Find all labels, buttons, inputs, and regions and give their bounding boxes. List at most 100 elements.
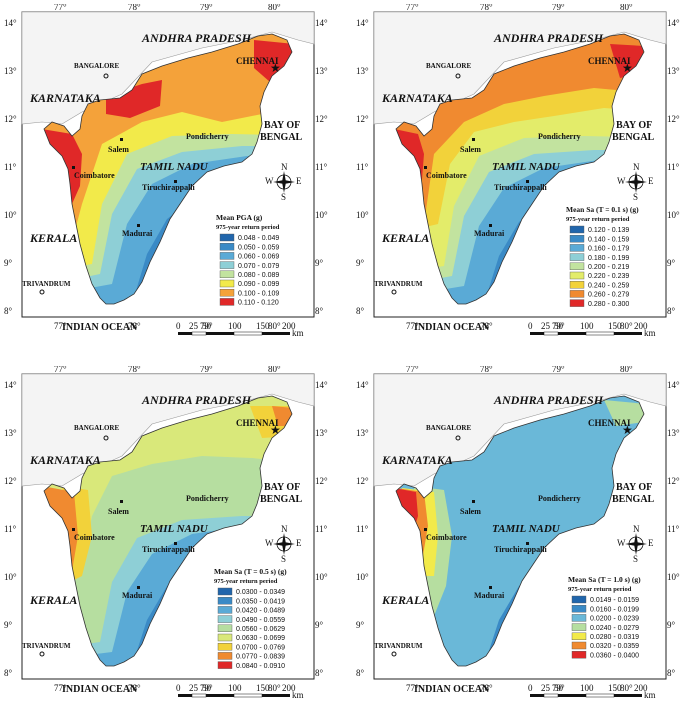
lat-label: 10° <box>667 210 680 220</box>
state-label-tamilnadu: TAMIL NADU <box>140 161 209 173</box>
city-marker <box>103 73 109 79</box>
lat-label: 11° <box>315 524 328 534</box>
legend-label: 0.240 - 0.259 <box>588 282 629 289</box>
legend-swatch <box>569 235 585 243</box>
lon-label: 77° <box>54 683 67 693</box>
lat-label: 13° <box>356 66 369 76</box>
legend-label: 0.0700 - 0.0769 <box>236 644 285 651</box>
neighbour-land <box>21 11 315 125</box>
compass-n: N <box>633 524 640 534</box>
city-salem: Salem <box>460 507 481 516</box>
city-salem: Salem <box>460 145 481 154</box>
lat-label: 12° <box>315 476 328 486</box>
legend-items: 0.0149 - 0.0159 0.0160 - 0.0199 0.0200 - 0… <box>571 595 639 659</box>
legend-swatch <box>571 623 587 631</box>
lat-label: 14° <box>315 18 328 28</box>
city-marker <box>103 435 109 441</box>
legend-label: 0.080 - 0.089 <box>238 272 279 279</box>
lat-label: 8° <box>356 668 365 678</box>
legend-label: 0.060 - 0.069 <box>238 254 279 261</box>
compass-e: E <box>296 176 302 186</box>
lon-label: 78° <box>128 4 141 12</box>
legend-swatch <box>571 614 587 622</box>
scale-bar: 0 25 50 100 150 200 km <box>176 683 304 700</box>
legend-label: 0.0320 - 0.0359 <box>590 643 639 650</box>
lat-label: 10° <box>356 210 369 220</box>
lat-label: 14° <box>4 380 17 390</box>
lat-label: 8° <box>667 306 676 316</box>
legend-swatch <box>569 271 585 280</box>
scale-tick: 100 <box>580 321 594 331</box>
ocean-label: INDIAN OCEAN <box>414 322 490 333</box>
city-chennai: CHENNAI <box>236 56 279 66</box>
city-marker <box>489 224 492 227</box>
neighbour-land <box>373 373 667 487</box>
compass-s: S <box>633 554 638 564</box>
scale-tick: 100 <box>228 321 242 331</box>
legend-swatch <box>569 280 585 289</box>
legend-label: 0.0300 - 0.0349 <box>236 589 285 596</box>
legend-label: 0.0630 - 0.0699 <box>236 635 285 642</box>
city-marker <box>489 586 492 589</box>
city-pondicherry: Pondicherry <box>186 132 229 141</box>
state-label-karnataka: KARNATAKA <box>381 91 453 105</box>
state-label-tamilnadu: TAMIL NADU <box>140 523 209 535</box>
city-marker <box>72 166 75 169</box>
scale-tick: 200 <box>634 683 648 693</box>
lat-label: 13° <box>4 66 17 76</box>
lon-label: 79° <box>200 4 213 12</box>
legend-swatch <box>569 225 585 234</box>
scale-tick: 100 <box>580 683 594 693</box>
state-label-tamilnadu: TAMIL NADU <box>492 523 561 535</box>
legend-swatch <box>219 261 235 269</box>
lon-label: 79° <box>552 366 565 374</box>
legend: Mean Sa (T = 1.0 s) (g) 975-year return … <box>568 575 641 659</box>
state-label-andhra: ANDHRA PRADESH <box>141 393 252 407</box>
lat-label: 8° <box>667 668 676 678</box>
bay-label: BAY OF <box>616 120 652 131</box>
lon-label: 79° <box>552 4 565 12</box>
city-madurai: Madurai <box>474 591 505 600</box>
scale-tick: 150 <box>608 683 622 693</box>
map-panel-sa-1-0: 77° 78° 79° 80° 77° 78° 79° 80° 14° 13° … <box>354 366 684 716</box>
legend-label: 0.0840 - 0.0910 <box>236 663 285 670</box>
lon-label: 80° <box>268 683 281 693</box>
scale-tick: 150 <box>256 683 270 693</box>
lat-label: 8° <box>356 306 365 316</box>
compass-n: N <box>281 162 288 172</box>
state-label-karnataka: KARNATAKA <box>381 453 453 467</box>
city-coimbatore: Coimbatore <box>74 533 115 542</box>
neighbour-land <box>21 373 315 487</box>
compass-s: S <box>281 192 286 202</box>
state-label-andhra: ANDHRA PRADESH <box>493 393 604 407</box>
city-salem: Salem <box>108 507 129 516</box>
state-boundary <box>395 33 645 305</box>
city-marker <box>174 180 177 183</box>
scale-unit: km <box>644 328 656 338</box>
lat-label: 9° <box>315 620 324 630</box>
city-marker <box>39 651 45 657</box>
city-coimbatore: Coimbatore <box>426 533 467 542</box>
lon-label: 78° <box>480 366 493 374</box>
lat-label: 10° <box>4 572 17 582</box>
lon-label: 80° <box>268 366 281 374</box>
city-bangalore: BANGALORE <box>74 424 119 432</box>
lat-label: 11° <box>4 162 17 172</box>
legend-label: 0.180 - 0.199 <box>588 255 629 262</box>
compass-w: W <box>617 176 626 186</box>
state-boundary <box>43 395 293 667</box>
city-coimbatore: Coimbatore <box>426 171 467 180</box>
city-chennai: CHENNAI <box>236 418 279 428</box>
lon-label: 80° <box>620 4 633 12</box>
lat-label: 13° <box>4 428 17 438</box>
compass-w: W <box>265 538 274 548</box>
legend-label: 0.0360 - 0.0400 <box>590 652 639 659</box>
star-icon: ★ <box>622 61 633 75</box>
lat-label: 14° <box>667 18 680 28</box>
legend-swatch <box>219 298 235 306</box>
city-marker <box>174 542 177 545</box>
city-trivandrum: TRIVANDRUM <box>374 642 423 650</box>
scale-unit: km <box>644 690 656 700</box>
bay-label: BAY OF <box>616 482 652 493</box>
scale-tick: 0 <box>528 321 533 331</box>
